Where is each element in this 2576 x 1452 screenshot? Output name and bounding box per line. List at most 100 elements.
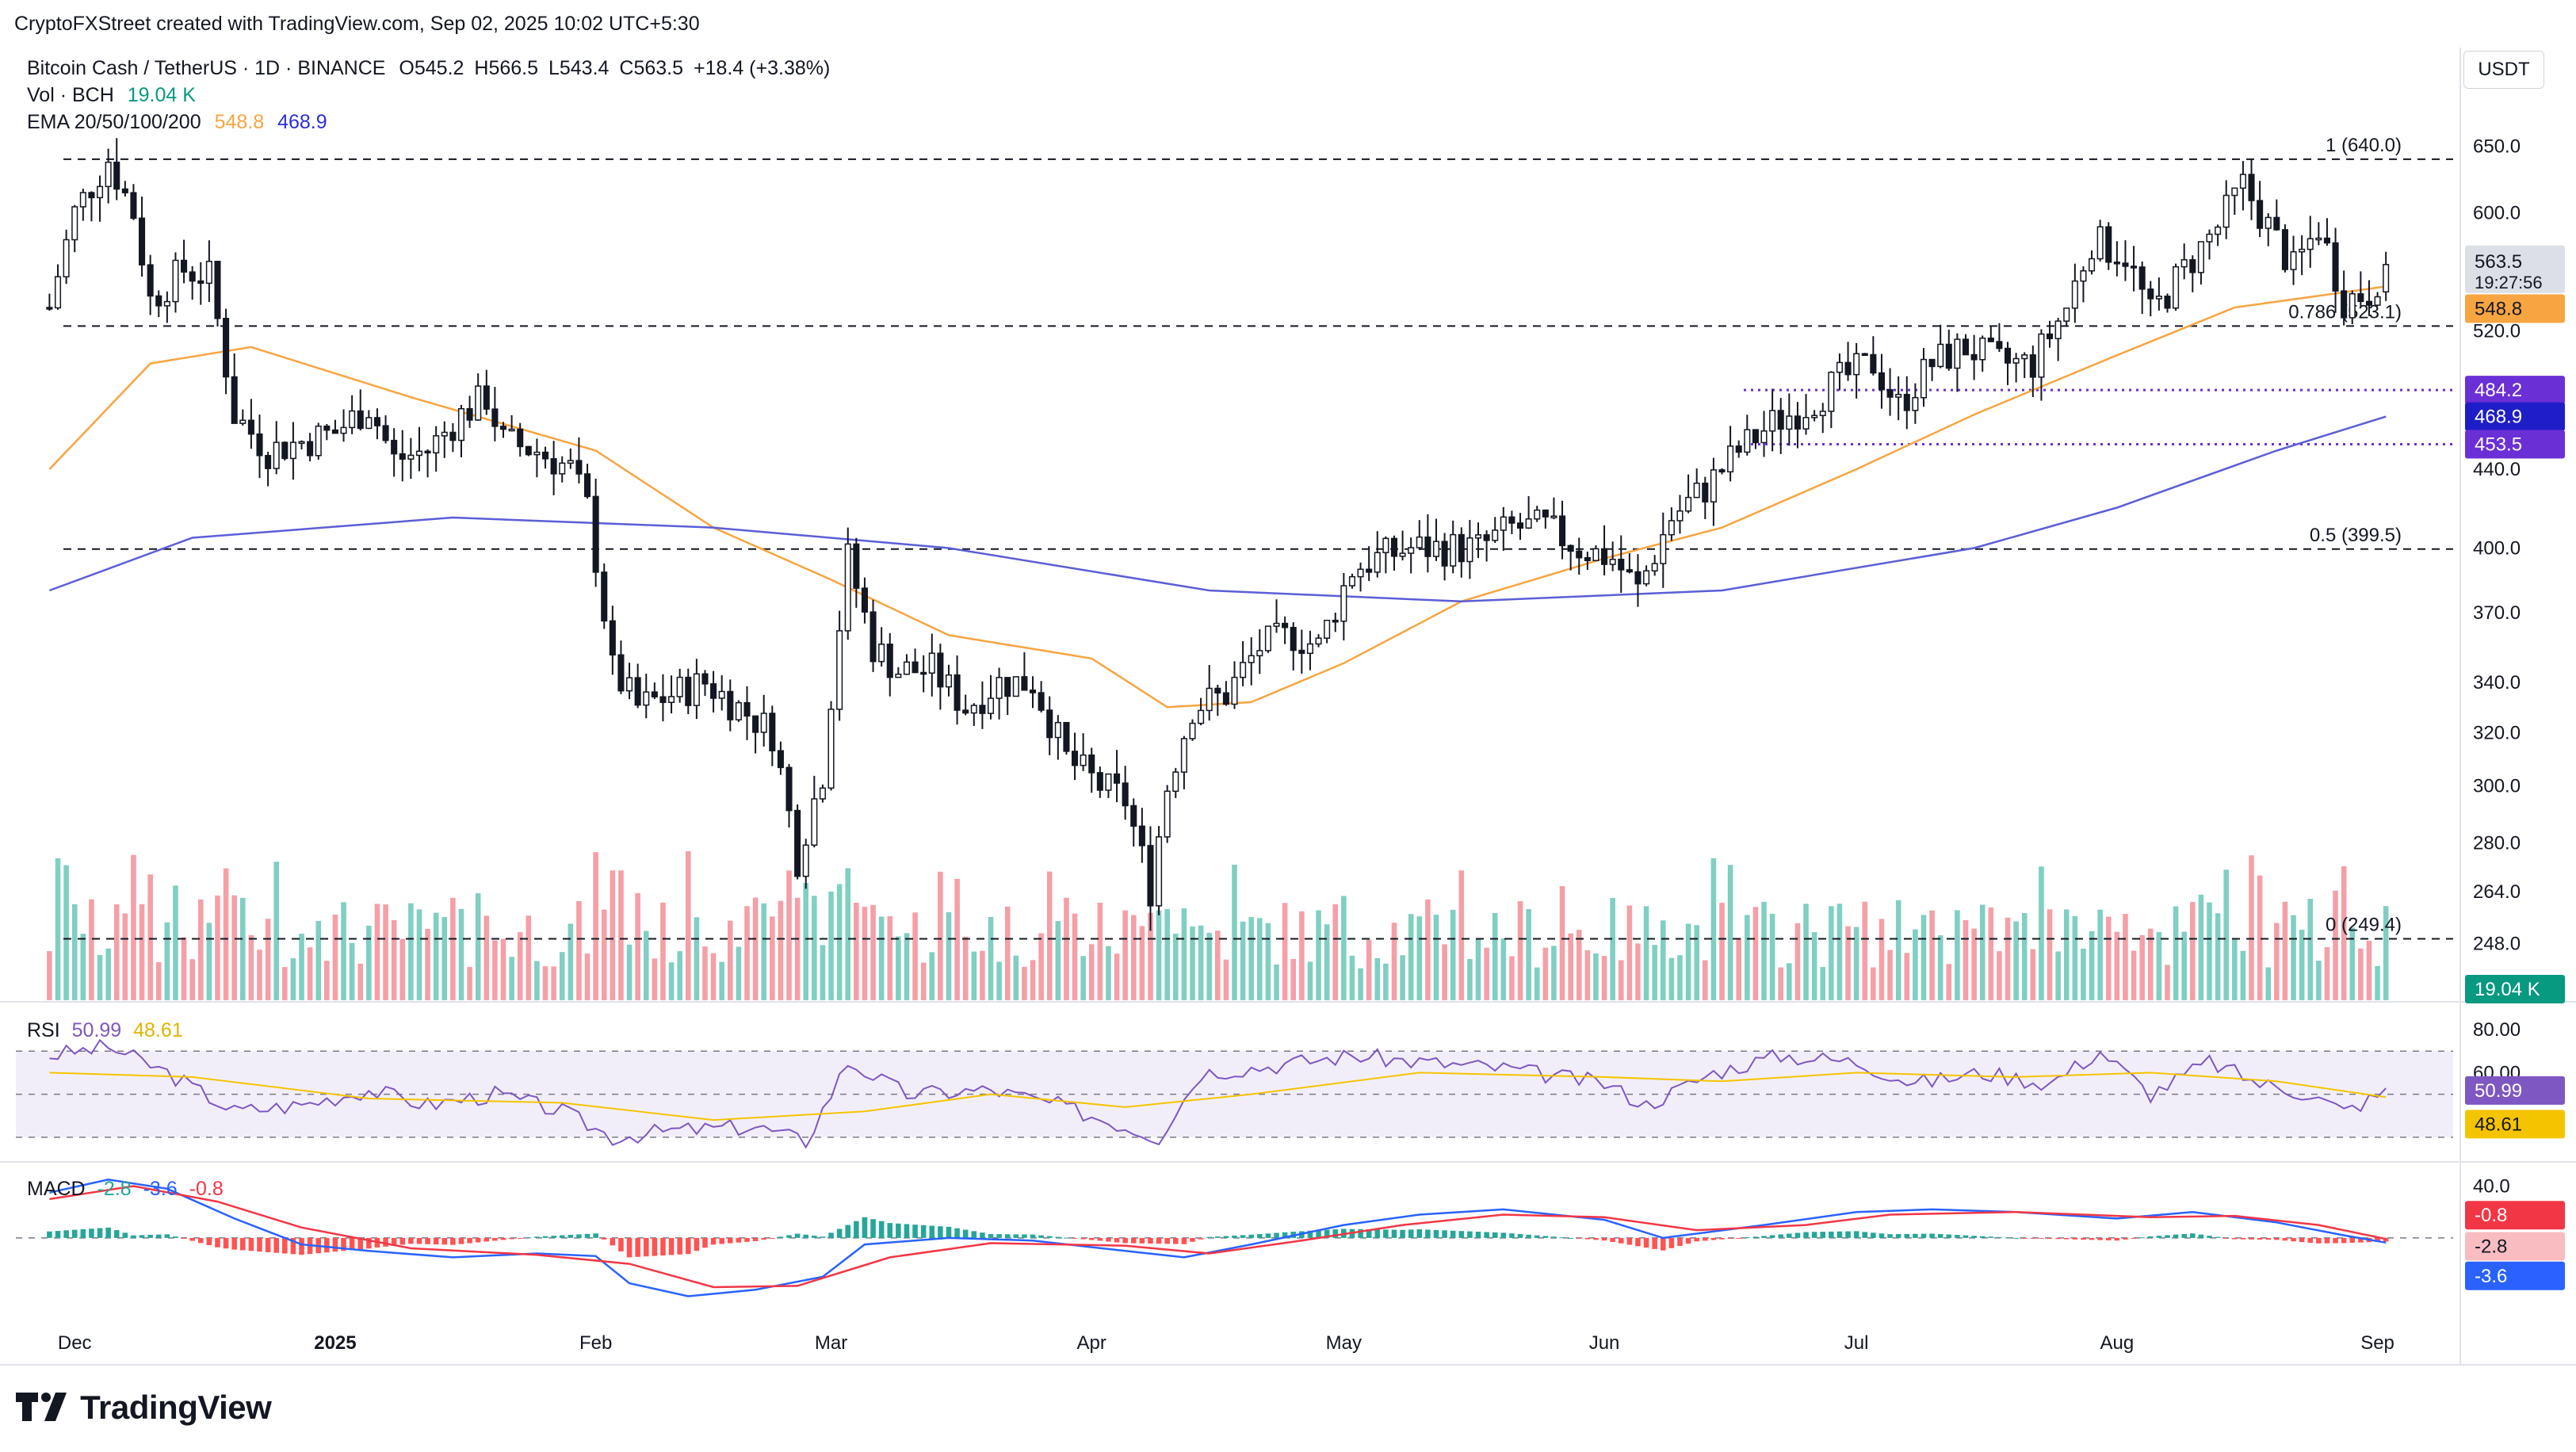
ema200-tag: 468.9 bbox=[2475, 407, 2522, 428]
volume-bar bbox=[1030, 960, 1036, 1000]
macd-histogram-bar bbox=[1106, 1237, 1111, 1242]
volume-bar bbox=[273, 862, 279, 1000]
macd-histogram-bar bbox=[483, 1237, 490, 1242]
candle-body bbox=[1592, 548, 1599, 562]
macd-histogram-bar bbox=[980, 1232, 985, 1238]
symbol-title[interactable]: Bitcoin Cash / TetherUS · 1D · BINANCE bbox=[27, 57, 386, 79]
candle-body bbox=[2105, 226, 2112, 263]
ema-label[interactable]: EMA 20/50/100/200 bbox=[27, 111, 201, 133]
candles bbox=[46, 138, 2390, 931]
candle-body bbox=[1618, 558, 1625, 571]
time-axis-tick: May bbox=[1326, 1332, 1362, 1354]
volume-bar bbox=[2089, 930, 2095, 1000]
candle-body bbox=[1273, 622, 1280, 627]
candle-body bbox=[2155, 296, 2162, 300]
macd-label[interactable]: MACD bbox=[27, 1178, 86, 1200]
candle-body bbox=[1180, 738, 1187, 773]
currency-unit-button[interactable]: USDT bbox=[2463, 51, 2544, 89]
time-axis-tick: Mar bbox=[815, 1332, 847, 1354]
macd-histogram-bar bbox=[1022, 1234, 1027, 1238]
volume-bar bbox=[1719, 903, 1725, 1000]
candle-body bbox=[223, 318, 230, 378]
candle-body bbox=[1802, 417, 1810, 430]
rsi-ma-line bbox=[49, 1072, 2387, 1121]
candle-body bbox=[1164, 790, 1171, 838]
macd-histogram-bar bbox=[635, 1237, 640, 1257]
last-price-tag: 563.5 bbox=[2475, 251, 2522, 273]
macd-histogram-bar bbox=[131, 1235, 136, 1238]
volume-bar bbox=[1425, 899, 1431, 1000]
macd-histogram-bar bbox=[551, 1236, 556, 1238]
macd-histogram-bar bbox=[534, 1236, 540, 1238]
volume-bar bbox=[1366, 939, 1372, 1000]
candle-body bbox=[147, 264, 154, 297]
candle-body bbox=[1004, 677, 1011, 697]
macd-histogram-bar bbox=[2181, 1233, 2187, 1238]
macd-histogram-bar bbox=[391, 1237, 397, 1246]
rsi-ma-tag-bg bbox=[2465, 1110, 2565, 1139]
volume-bar bbox=[1391, 923, 1397, 1000]
price-axis-tick: 264.0 bbox=[2473, 881, 2521, 903]
volume-bar bbox=[946, 911, 952, 1000]
time-axis-tick: Jun bbox=[1589, 1332, 1620, 1354]
volume-bar bbox=[1500, 938, 1507, 1000]
macd-histogram-bar bbox=[1509, 1233, 1515, 1238]
volume-bar bbox=[778, 900, 784, 1000]
volume-bar bbox=[929, 952, 935, 1000]
macd-histogram-bar bbox=[299, 1237, 304, 1255]
ema50-tag-bg bbox=[2465, 294, 2565, 323]
candle-body bbox=[407, 454, 415, 460]
candle-body bbox=[1071, 751, 1079, 766]
macd-histogram-bar bbox=[383, 1237, 388, 1247]
macd-histogram-bar bbox=[450, 1237, 456, 1245]
macd-histogram-bar bbox=[626, 1237, 633, 1258]
macd-hist-value: -2.8 bbox=[97, 1178, 132, 1200]
macd-histogram-bar bbox=[2063, 1237, 2070, 1240]
volume-bar bbox=[2156, 931, 2162, 1000]
macd-histogram-bar bbox=[938, 1226, 943, 1238]
volume-bar bbox=[1408, 914, 1414, 1000]
volume-bar bbox=[1416, 916, 1423, 1000]
macd-histogram-bar bbox=[1391, 1229, 1397, 1238]
candle-body bbox=[559, 462, 566, 475]
volume-bar bbox=[1257, 918, 1263, 1000]
volume-bar bbox=[1895, 900, 1901, 1000]
volume-bar bbox=[139, 904, 145, 1000]
candle-body bbox=[1634, 571, 1642, 585]
volume-bar bbox=[2081, 948, 2086, 1000]
candle-body bbox=[466, 407, 473, 421]
volume-bar bbox=[1492, 912, 1498, 1000]
ema200-tag-bg bbox=[2465, 402, 2565, 431]
tradingview-logo[interactable]: TradingView bbox=[16, 1389, 272, 1429]
candle-body bbox=[2071, 280, 2078, 309]
volume-label[interactable]: Vol · BCH bbox=[27, 84, 114, 106]
macd-histogram-bar bbox=[593, 1233, 598, 1238]
volume-bar bbox=[836, 884, 843, 1000]
volume-bar bbox=[1887, 950, 1893, 1000]
candle-body bbox=[550, 458, 557, 475]
candle-body bbox=[1937, 343, 1944, 368]
volume-bar bbox=[1736, 938, 1741, 1000]
level-484-tag-bg bbox=[2465, 376, 2565, 405]
candle-body bbox=[1366, 568, 1373, 573]
candle-body bbox=[1702, 482, 1709, 502]
macd-histogram-bar bbox=[1845, 1231, 1851, 1238]
volume-tag: 19.04 K bbox=[2475, 979, 2540, 1000]
candle-body bbox=[1374, 552, 1381, 573]
volume-bar bbox=[1584, 950, 1591, 1000]
volume-bar bbox=[1971, 928, 1977, 1000]
candle-body bbox=[1054, 721, 1061, 739]
macd-histogram-bar bbox=[1265, 1233, 1271, 1238]
macd-signal-line bbox=[49, 1185, 2387, 1289]
macd-hist-tag: -2.8 bbox=[2475, 1236, 2507, 1257]
candle-body bbox=[1021, 676, 1028, 691]
volume-bar bbox=[2316, 961, 2322, 1000]
rsi-label[interactable]: RSI bbox=[27, 1019, 60, 1041]
volume-bar bbox=[1559, 886, 1565, 1000]
candle-body bbox=[2038, 333, 2045, 378]
macd-histogram-bar bbox=[542, 1236, 548, 1238]
volume-bar bbox=[2147, 928, 2154, 1000]
candle-body bbox=[1114, 773, 1121, 784]
candle-body bbox=[1156, 836, 1163, 907]
